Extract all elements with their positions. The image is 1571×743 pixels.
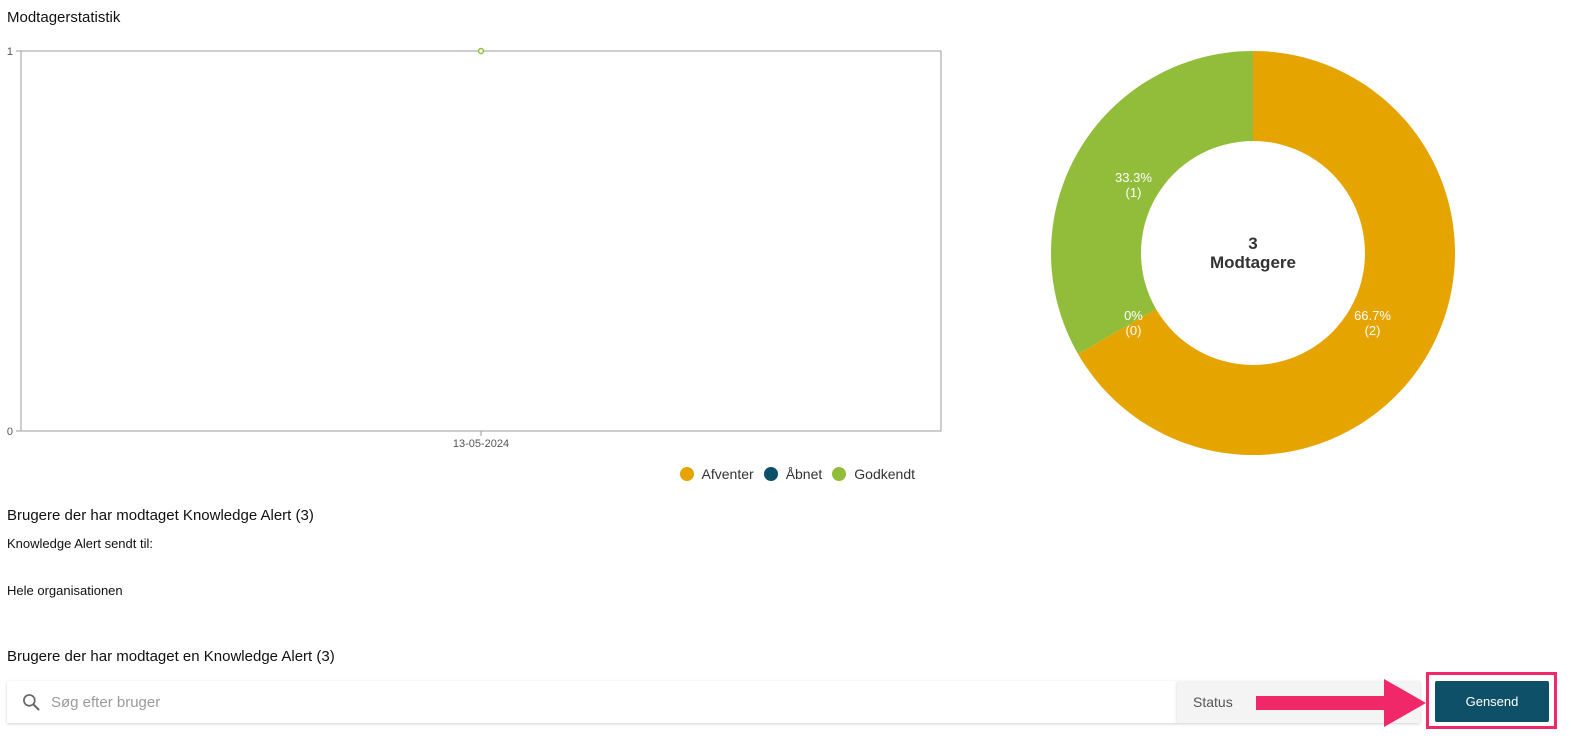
legend-label-godkendt: Godkendt: [854, 466, 915, 482]
point-godkendt[interactable]: [477, 47, 485, 55]
legend-dot-abnet: [763, 467, 778, 481]
donut-label-percent-åbnet: 0%: [1124, 308, 1143, 323]
y-tick-label-0: 0: [7, 426, 13, 438]
legend-label-abnet: Åbnet: [785, 466, 823, 482]
page-title: Modtagerstatistik: [7, 9, 121, 26]
line-chart-marks: [477, 47, 485, 55]
legend-label-afventer: Afventer: [701, 466, 754, 482]
donut-slice-afventer[interactable]: [1078, 51, 1455, 455]
sent-to-label: Knowledge Alert sendt til:: [7, 536, 153, 551]
status-filter-label: Status: [1193, 694, 1233, 710]
donut-labels: 66.7%(2) 0%(0) 33.3%(1): [1115, 170, 1391, 338]
legend-item-abnet[interactable]: Åbnet: [763, 466, 823, 482]
users-title: Brugere der har modtaget en Knowledge Al…: [7, 648, 335, 665]
resend-button[interactable]: Gensend: [1435, 681, 1549, 722]
recipients-title: Brugere der har modtaget Knowledge Alert…: [7, 507, 314, 524]
highlight-box: [1426, 672, 1557, 729]
legend-item-afventer[interactable]: Afventer: [679, 466, 754, 482]
donut-chart: 66.7%(2) 0%(0) 33.3%(1) 3 Modtagere: [1051, 51, 1455, 455]
legend-item-godkendt[interactable]: Godkendt: [832, 466, 915, 482]
donut-label-count-godkendt: (1): [1126, 185, 1142, 200]
search-icon: [23, 694, 40, 711]
donut-slice-godkendt[interactable]: [1051, 51, 1253, 354]
chart-legend: Afventer Åbnet Godkendt: [0, 466, 915, 482]
donut-label-percent-afventer: 66.7%: [1354, 308, 1391, 323]
search-bar: [7, 681, 1177, 723]
donut-label-count-åbnet: (0): [1126, 323, 1142, 338]
arrow-annotation-icon: [1256, 679, 1426, 727]
plot-frame: [20, 50, 942, 432]
sent-to-value: Hele organisationen: [7, 583, 123, 598]
line-chart: 0 1 13-05-2024: [7, 46, 942, 450]
donut-label-percent-godkendt: 33.3%: [1115, 170, 1152, 185]
search-input[interactable]: [49, 692, 1053, 712]
legend-dot-godkendt: [832, 467, 847, 481]
donut-center-count: 3: [1248, 234, 1257, 253]
donut-label-count-afventer: (2): [1365, 323, 1381, 338]
y-tick-label-1: 1: [7, 46, 13, 58]
donut-slices: [1051, 51, 1455, 455]
legend-dot-afventer: [679, 467, 694, 481]
x-tick-label-0: 13-05-2024: [453, 438, 509, 450]
donut-center-label: Modtagere: [1210, 253, 1296, 272]
line-chart-axes: 0 1 13-05-2024: [7, 46, 942, 450]
